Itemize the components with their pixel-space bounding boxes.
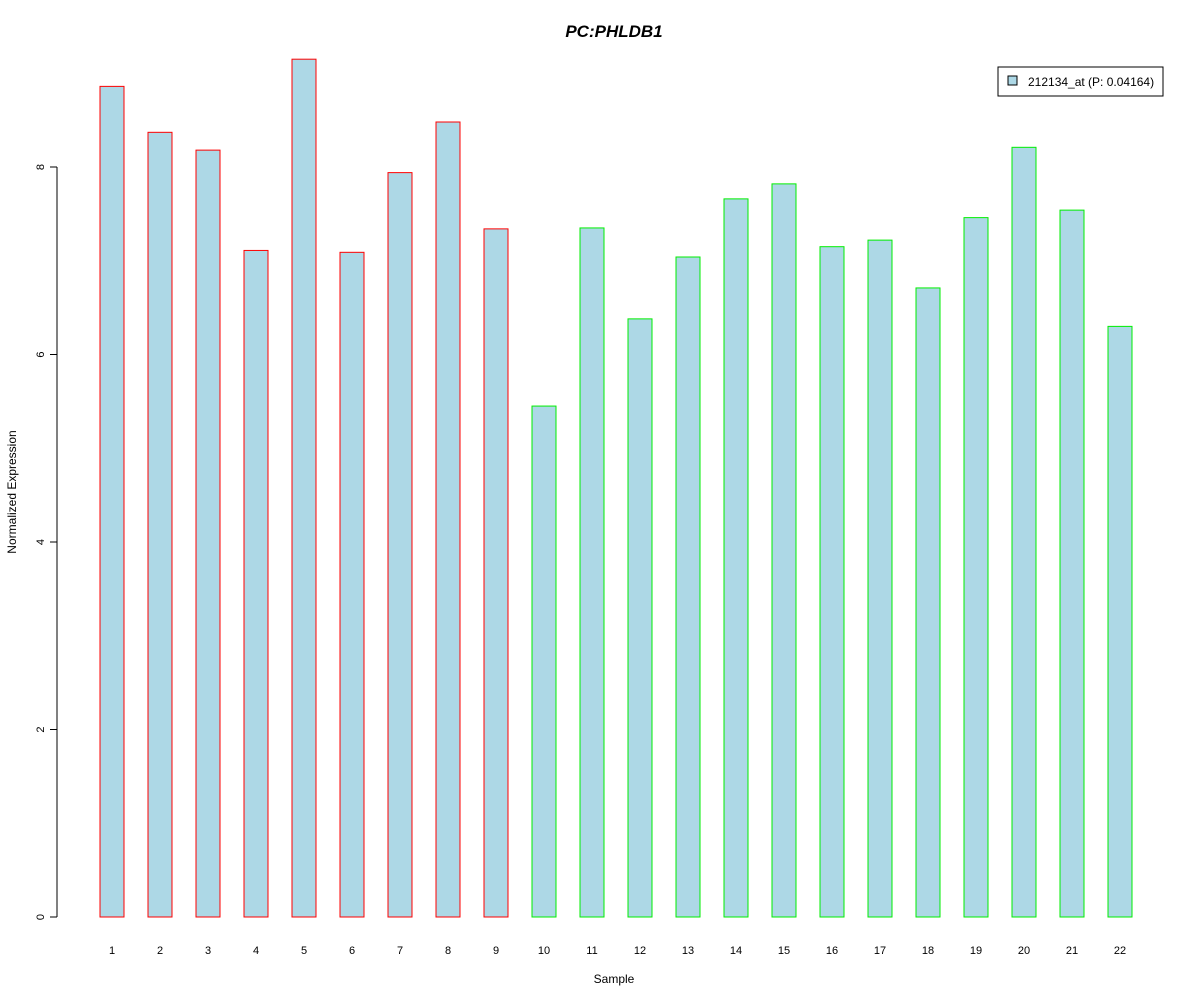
x-tick-label: 16 (826, 945, 838, 957)
x-tick-label: 4 (253, 945, 259, 957)
bar-sample-21 (1059, 209, 1085, 918)
bar-sample-22 (1107, 325, 1133, 918)
legend-label: 212134_at (P: 0.04164) (1028, 75, 1154, 89)
y-tick-label: 6 (35, 351, 47, 357)
x-tick-label: 22 (1114, 945, 1126, 957)
legend-swatch (1007, 75, 1018, 86)
x-tick-label: 20 (1018, 945, 1030, 957)
bar-sample-7 (387, 172, 413, 918)
bar-sample-1 (99, 85, 125, 918)
bar-sample-17 (867, 239, 893, 918)
bar-sample-2 (147, 131, 173, 918)
legend-box (997, 66, 1164, 97)
bar-sample-5 (291, 58, 317, 918)
x-tick-label: 3 (205, 945, 211, 957)
bar-sample-11 (579, 227, 605, 918)
y-tick-label: 4 (35, 539, 47, 545)
bar-sample-10 (531, 405, 557, 918)
x-tick-label: 2 (157, 945, 163, 957)
x-tick-label: 7 (397, 945, 403, 957)
bar-sample-15 (771, 183, 797, 918)
y-tick-label: 8 (35, 164, 47, 170)
bar-sample-19 (963, 217, 989, 918)
bar-sample-20 (1011, 146, 1037, 918)
x-tick-label: 11 (586, 945, 597, 957)
x-tick-label: 9 (493, 945, 499, 957)
y-axis: 0 2 4 6 8 (35, 164, 58, 920)
x-tick-label: 17 (874, 945, 886, 957)
x-tick-label: 15 (778, 945, 790, 957)
bar-sample-3 (195, 149, 221, 918)
bar-sample-6 (339, 251, 365, 918)
bar-sample-14 (723, 198, 749, 918)
x-tick-label: 8 (445, 945, 451, 957)
x-tick-label: 19 (970, 945, 982, 957)
x-tick-labels: 1 2 3 4 5 6 7 8 9 10 11 12 13 14 15 16 17 18 19 20 21 22 (109, 945, 1126, 957)
bar-sample-13 (675, 256, 701, 918)
bars (99, 58, 1133, 918)
y-tick-label: 0 (35, 914, 47, 920)
bar-sample-9 (483, 228, 509, 918)
bar-sample-16 (819, 246, 845, 918)
x-tick-label: 10 (538, 945, 550, 957)
x-tick-label: 21 (1066, 945, 1078, 957)
bar-sample-12 (627, 318, 653, 918)
x-tick-label: 13 (682, 945, 694, 957)
bar-sample-18 (915, 287, 941, 918)
y-tick-label: 2 (35, 726, 47, 732)
chart-title: PC:PHLDB1 (565, 22, 662, 41)
legend: 212134_at (P: 0.04164) (997, 66, 1164, 97)
x-tick-label: 6 (349, 945, 355, 957)
x-tick-label: 1 (109, 945, 115, 957)
y-axis-title: Normalized Expression (5, 430, 19, 553)
bar-sample-8 (435, 121, 461, 918)
x-tick-label: 18 (922, 945, 934, 957)
x-axis-title: Sample (594, 972, 635, 986)
x-tick-label: 12 (634, 945, 646, 957)
x-tick-label: 14 (730, 945, 742, 957)
bar-sample-4 (243, 249, 269, 918)
x-tick-label: 5 (301, 945, 307, 957)
